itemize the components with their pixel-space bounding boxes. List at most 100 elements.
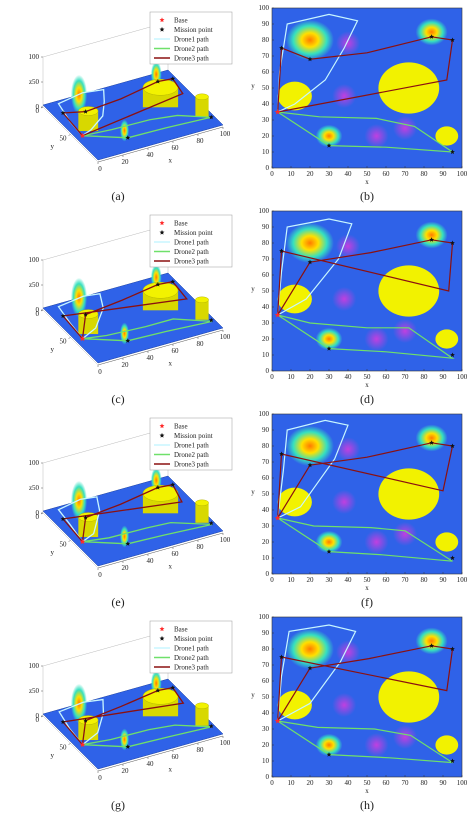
x-tick-label: 100 [220,739,231,747]
x-tick-label: 100 [220,130,231,138]
x-tick-label: 40 [147,760,155,768]
mission-point [60,516,66,521]
x-tick-label: 100 [457,170,468,178]
legend-swatch [159,26,165,32]
drone-path [277,314,455,360]
z-tick-label: 50 [32,484,40,492]
mission-point [83,718,88,723]
legend-swatch [159,17,165,23]
legend-swatch [159,220,165,226]
x-tick-label: 30 [326,779,334,787]
y-tick-label: 30 [262,725,270,733]
obstacle [277,81,312,111]
panel-2d: 0 10 20 30 40 50 60 70 80 90 100 0 10 20 30 40 50 60 70 80 9… [251,613,468,812]
x-tick-label: 100 [457,576,468,584]
x-tick-label: 80 [197,543,205,551]
legend-label: Drone1 path [174,239,209,247]
x-tick-label: 20 [307,576,315,584]
legend-label: Base [174,423,188,431]
x-tick-label: 80 [421,373,429,381]
x-axis-label: x [365,584,369,592]
y-tick-label: 70 [262,458,270,466]
purple-zone [393,725,417,749]
mission-point [170,76,176,81]
x-tick-label: 70 [402,170,410,178]
mission-point [155,282,161,287]
y-axis-label: y [251,82,255,90]
y-axis-label: y [251,691,255,699]
mission-point [279,654,284,659]
obstacle [378,62,440,114]
drone-path-3d [82,114,212,139]
x-tick-label: 60 [172,753,180,761]
panel-2d: 0 10 20 30 40 50 60 70 80 90 100 0 10 20 30 40 50 60 70 80 9… [251,410,468,609]
mission-point [125,338,131,343]
mission-point [83,312,88,317]
x-tick-label: 90 [440,779,448,787]
drone-path [277,645,454,722]
y-tick-label: 100 [259,207,270,215]
mission-point [125,541,131,546]
x-axis-label: x [365,381,369,389]
mission-point [170,482,176,487]
mission-point [307,462,313,468]
y-tick-label: 60 [262,677,270,685]
mission-point [429,34,434,39]
mission-point [170,279,176,284]
drone-path-3d [61,281,188,340]
drone-path [277,218,353,316]
legend-label: Drone3 path [174,55,209,63]
base-marker [79,335,86,342]
legend-label: Drone2 path [174,654,209,662]
x-tick-label: 60 [383,170,391,178]
x-tick-label: 70 [402,373,410,381]
x-tick-label: 50 [364,170,372,178]
drone-path-3d [61,687,185,746]
x-tick-label: 80 [197,340,205,348]
x-tick-label: 100 [220,333,231,341]
axis-frame [97,532,224,569]
x-tick-label: 50 [364,779,372,787]
base-marker [274,515,281,521]
legend-label: Drone2 path [174,45,209,53]
legend-box [149,620,233,674]
mission-point [307,665,313,671]
x-tick-label: 40 [345,779,353,787]
y-tick-label: 40 [262,100,270,108]
mission-point [429,643,434,648]
y-tick-label: 40 [262,709,270,717]
base-marker [274,109,281,115]
y-tick-label: 0 [36,310,40,318]
y-tick-label: 50 [60,744,68,752]
x-tick-label: 20 [307,373,315,381]
y-axis-label: y [51,143,55,151]
x-tick-label: 0 [270,170,274,178]
x-tick-label: 10 [288,373,296,381]
drone-path [277,517,453,562]
obstacle-top [142,282,179,299]
legend-swatch [159,635,165,641]
y-tick-label: 50 [262,490,270,498]
y-tick [68,743,71,745]
legend-label: Mission point [174,229,213,237]
legend-label: Drone1 path [174,442,209,450]
x-tick-label: 40 [147,354,155,362]
x-tick-label: 50 [364,576,372,584]
drone-path [277,624,357,722]
drone-path-3d [57,292,104,340]
legend-label: Drone1 path [174,645,209,653]
y-tick [68,337,71,339]
x-tick-label: 0 [98,571,102,579]
panel-label: (g) [111,798,125,812]
x-tick-label: 10 [288,170,296,178]
obstacle-top [195,499,209,507]
legend-label: Mission point [174,635,213,643]
y-tick-label: 70 [262,255,270,263]
y-axis-label: y [51,346,55,354]
x-tick-label: 40 [345,170,353,178]
z-tick-label: 100 [29,662,40,670]
z-axis-label: z [29,281,32,289]
purple-zone [336,234,360,259]
